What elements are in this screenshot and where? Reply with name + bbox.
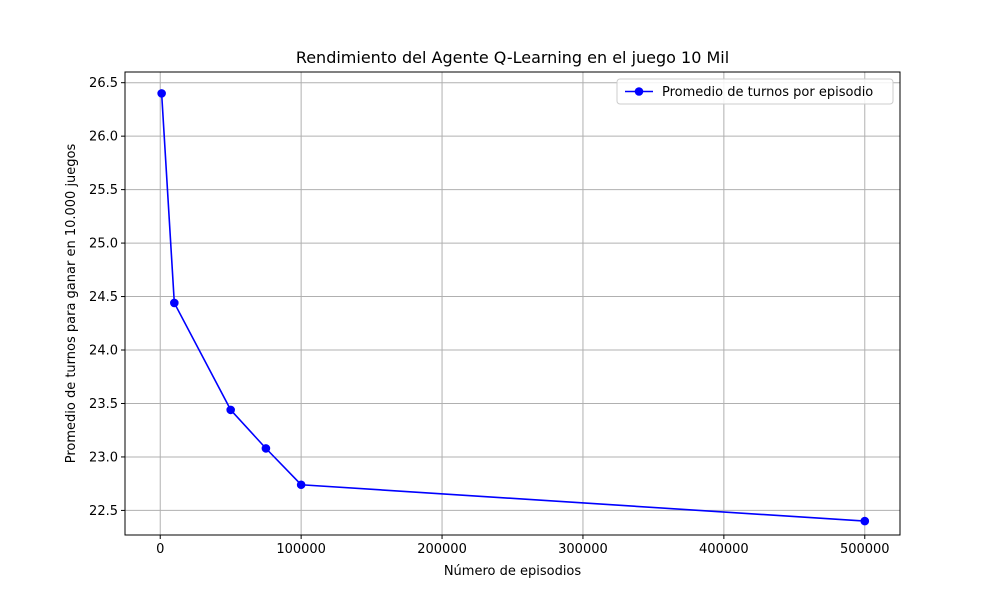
grid xyxy=(125,72,900,535)
x-tick-label: 100000 xyxy=(276,542,326,557)
data-point xyxy=(860,516,870,526)
data-point xyxy=(261,444,271,453)
data-point xyxy=(170,298,179,308)
legend-marker xyxy=(634,87,644,96)
y-tick-label: 23.0 xyxy=(89,450,118,465)
series-line xyxy=(160,93,865,522)
series-layer xyxy=(157,89,870,526)
plot-frame xyxy=(124,71,901,536)
y-tick-label: 23.5 xyxy=(89,397,118,412)
x-tick-label: 200000 xyxy=(417,542,467,557)
legend-label: Promedio de turnos por episodio xyxy=(662,85,873,100)
data-point xyxy=(296,480,306,490)
y-tick-label: 22.5 xyxy=(89,504,118,519)
chart-title: Rendimiento del Agente Q-Learning en el … xyxy=(296,48,729,67)
data-point xyxy=(157,89,166,98)
legend: Promedio de turnos por episodio xyxy=(616,78,894,105)
data-point xyxy=(226,405,235,415)
legend-box xyxy=(616,78,894,105)
y-tick-label: 24.0 xyxy=(89,344,118,359)
x-tick-label: 400000 xyxy=(699,542,749,557)
y-tick-label: 25.5 xyxy=(89,183,118,198)
y-axis-label: Promedio de turnos para ganar en 10.000 … xyxy=(64,144,79,464)
x-tick-label: 500000 xyxy=(840,542,890,557)
x-tick-label: 300000 xyxy=(558,542,608,557)
x-tick-label: 0 xyxy=(156,542,164,557)
ticks: 0 100000 200000 300000 400000 500000 22.5 23.0 2… xyxy=(89,76,890,557)
x-axis-label: Número de episodios xyxy=(444,564,582,579)
y-tick-label: 25.0 xyxy=(89,237,118,252)
y-tick-label: 26.0 xyxy=(89,130,118,145)
y-tick-label: 24.5 xyxy=(89,290,118,305)
y-tick-label: 26.5 xyxy=(89,76,118,91)
